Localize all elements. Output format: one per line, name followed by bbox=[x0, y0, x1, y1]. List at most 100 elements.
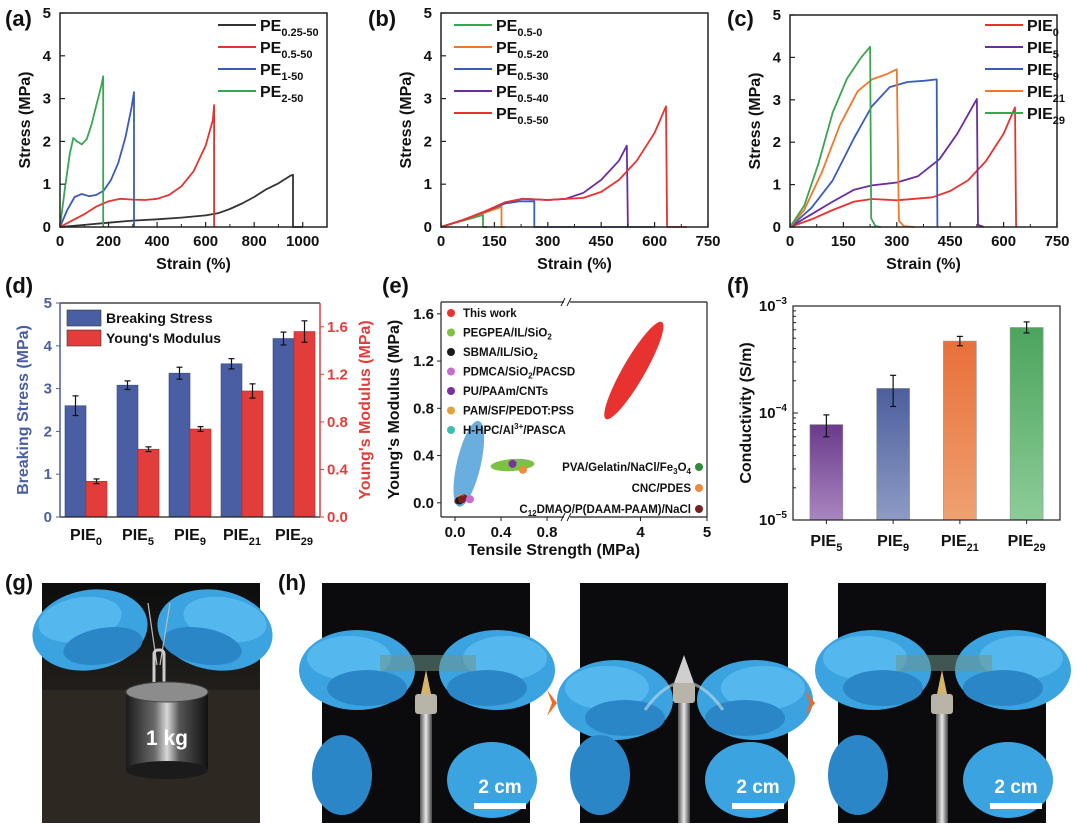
x-tick-label: 800 bbox=[242, 233, 267, 250]
panel-label-a: (a) bbox=[5, 6, 32, 31]
legend-label: PE0.25-50 bbox=[260, 18, 319, 39]
x-axis-label: Strain (%) bbox=[156, 256, 231, 273]
needle-tip bbox=[937, 670, 947, 694]
y-tick-label: 5 bbox=[773, 7, 781, 24]
legend-label: PIE9 bbox=[1027, 62, 1059, 83]
needle-knurl bbox=[673, 683, 695, 703]
bar-youngs-modulus bbox=[293, 331, 316, 518]
x-tick-label: 150 bbox=[831, 233, 856, 250]
x-tick-label: 4 bbox=[636, 524, 645, 541]
legend-marker bbox=[447, 348, 455, 356]
bar-conductivity bbox=[876, 388, 910, 521]
series-line-pie-5 bbox=[789, 98, 985, 228]
series-line-pie-29 bbox=[789, 45, 881, 228]
y-tick-label: 0.0 bbox=[413, 495, 434, 512]
legend-label: PU/PAAm/CNTs bbox=[463, 386, 548, 398]
scale-bar bbox=[732, 803, 784, 809]
bar-youngs-modulus bbox=[241, 390, 264, 518]
x-tick-label: 0 bbox=[56, 233, 64, 250]
y-axis-label: Stress (MPa) bbox=[17, 72, 34, 169]
y-right-tick-label: 1.6 bbox=[327, 319, 348, 336]
x-tick-label: 200 bbox=[96, 233, 121, 250]
glove-lower-left bbox=[828, 735, 888, 815]
photo-g-weight-lift: 1 kg bbox=[25, 580, 280, 823]
legend-label: Breaking Stress bbox=[106, 310, 213, 326]
panel-label-g: (g) bbox=[5, 570, 34, 595]
axis-break-mark bbox=[566, 512, 572, 522]
bar-breaking-stress bbox=[272, 338, 295, 518]
y-tick-label: 1.2 bbox=[413, 353, 434, 370]
y-axis-label: Young's Modulus (MPa) bbox=[386, 320, 403, 500]
x-tick-label: 300 bbox=[884, 233, 909, 250]
y-tick-label: 1 bbox=[43, 176, 51, 193]
glove-lower-right bbox=[447, 742, 537, 818]
x-category-label: PIE21 bbox=[223, 527, 261, 548]
legend-label: PE2-50 bbox=[260, 84, 303, 105]
legend-label: PE0.5-40 bbox=[496, 84, 549, 105]
y-left-tick-label: 4 bbox=[44, 338, 53, 355]
scale-bar bbox=[474, 803, 526, 809]
x-tick-label: 300 bbox=[535, 233, 560, 250]
legend-label: This work bbox=[463, 308, 517, 320]
x-axis-label: Strain (%) bbox=[886, 256, 961, 273]
needle-shaft bbox=[678, 703, 690, 823]
photo-h-frame-1: 2 cm bbox=[299, 583, 555, 823]
y-tick-label: 0 bbox=[43, 219, 51, 236]
legend-label: PAM/SF/PEDOT:PSS bbox=[463, 406, 574, 418]
bar-youngs-modulus bbox=[189, 428, 212, 518]
needle-knurl bbox=[415, 694, 437, 714]
bar-conductivity bbox=[809, 424, 844, 521]
bar-breaking-stress bbox=[168, 372, 191, 518]
y-axis-label: Stress (MPa) bbox=[398, 72, 415, 169]
y-left-axis-label: Breaking Stress (MPa) bbox=[15, 325, 32, 495]
x-tick-label: 750 bbox=[695, 233, 720, 250]
x-tick-label: 0.8 bbox=[537, 524, 558, 541]
y-tick-label: 4 bbox=[773, 49, 782, 66]
data-point bbox=[465, 495, 474, 504]
y-right-axis-label: Young's Modulus (MPa) bbox=[357, 320, 374, 500]
series-line-pie-0 bbox=[789, 106, 1017, 228]
legend-marker bbox=[695, 505, 703, 513]
scale-bar-label: 2 cm bbox=[478, 777, 521, 798]
y-left-tick-label: 0 bbox=[44, 509, 52, 526]
legend-label: CNC/PDES bbox=[632, 483, 692, 495]
x-tick-label: 0 bbox=[437, 233, 445, 250]
bar-breaking-stress bbox=[220, 363, 243, 518]
data-point bbox=[457, 495, 466, 504]
y-left-tick-label: 2 bbox=[44, 423, 52, 440]
y-tick-label: 1 bbox=[773, 177, 781, 194]
glove-shape bbox=[557, 660, 673, 740]
y-tick-label: 2 bbox=[773, 134, 781, 151]
panel-label-h: (h) bbox=[278, 570, 307, 595]
y-tick-label: 10−3 bbox=[759, 296, 788, 315]
y-tick-label: 0.8 bbox=[413, 400, 434, 417]
panel-label-d: (d) bbox=[5, 273, 34, 298]
glove-lower-right bbox=[963, 742, 1053, 818]
legend-label: PE0.5-50 bbox=[496, 106, 549, 127]
y-tick-label: 3 bbox=[773, 92, 781, 109]
legend-label: PE0.5-30 bbox=[496, 62, 549, 83]
plot-frame bbox=[59, 12, 328, 228]
glove-lower-left bbox=[570, 735, 630, 815]
series-line-pe-0.5-50 bbox=[59, 104, 215, 228]
axis-break-mark bbox=[560, 512, 566, 522]
y-left-tick-label: 5 bbox=[44, 295, 52, 312]
weight-label: 1 kg bbox=[146, 727, 188, 750]
y-left-tick-label: 1 bbox=[44, 466, 52, 483]
legend-label: PIE29 bbox=[1027, 106, 1065, 127]
y-right-tick-label: 0.4 bbox=[327, 461, 349, 478]
needle-tip bbox=[421, 670, 431, 694]
region-this-work bbox=[604, 321, 664, 420]
y-right-tick-label: 1.2 bbox=[327, 366, 348, 383]
chart-b-stress-strain: 0 150 300 450 600 750 0 1 2 3 4 5 Strain (%) Stress (… bbox=[398, 5, 721, 273]
series-line-pie-21 bbox=[789, 68, 915, 228]
legend-label: H-HPC/Al3+/PASCA bbox=[463, 422, 566, 437]
y-tick-label: 4 bbox=[424, 48, 433, 65]
y-tick-label: 1.6 bbox=[413, 306, 434, 323]
legend-marker bbox=[447, 309, 455, 317]
x-category-label: PIE21 bbox=[941, 533, 979, 554]
x-tick-label: 400 bbox=[145, 233, 170, 250]
legend-marker bbox=[695, 463, 703, 471]
region-h-hpc-al-pasca bbox=[453, 420, 485, 507]
x-tick-label: 450 bbox=[589, 233, 614, 250]
